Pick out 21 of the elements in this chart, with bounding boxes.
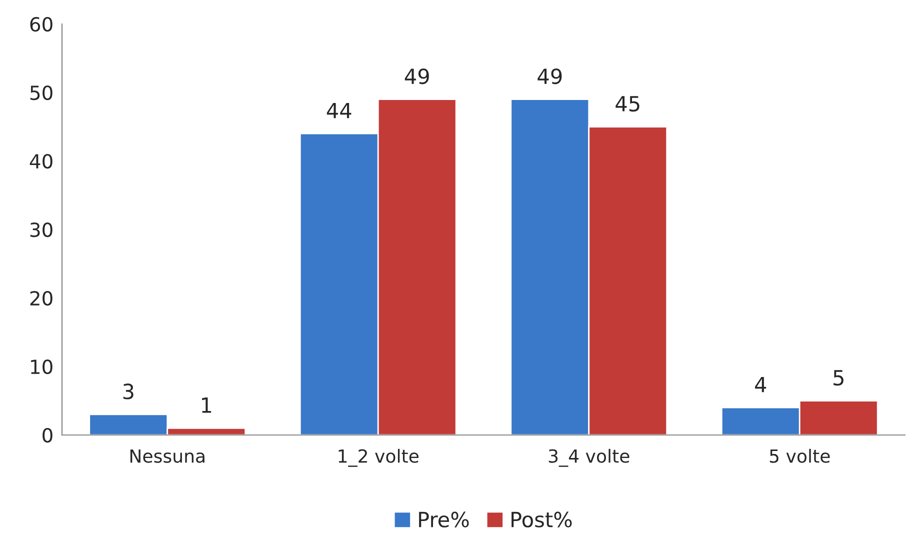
y-tick-label: 0	[42, 428, 52, 443]
legend-label: Pre%	[419, 512, 469, 528]
data-label: 49	[538, 68, 562, 84]
data-label: 4	[755, 376, 766, 392]
y-tick-label: 20	[30, 290, 52, 306]
x-tick-label: 5 volte	[770, 448, 830, 463]
data-label: 5	[834, 370, 844, 386]
x-tick-label: Nessuna	[130, 449, 204, 463]
x-tick-label: 3_4 volte	[548, 448, 630, 467]
data-label: 44	[326, 102, 352, 118]
data-label: 49	[404, 68, 429, 84]
y-tick-label: 10	[31, 359, 52, 374]
y-tick-label: 50	[30, 85, 52, 100]
data-label: 1	[202, 398, 212, 413]
y-tick-label: 40	[30, 154, 52, 169]
legend-label: Post%	[512, 512, 572, 528]
data-label: 45	[616, 96, 640, 112]
x-tick-label: 1_2 volte	[338, 448, 418, 467]
y-tick-label: 30	[30, 222, 52, 238]
data-label: 3	[123, 384, 134, 400]
y-tick-label: 60	[30, 16, 52, 32]
